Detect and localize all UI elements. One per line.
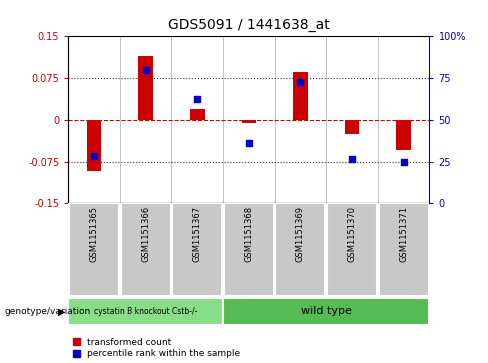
Text: GSM1151369: GSM1151369: [296, 206, 305, 262]
Bar: [139, 56, 153, 120]
Bar: [275, 203, 325, 296]
Bar: [223, 298, 429, 325]
Point: [90, 153, 98, 159]
Bar: [69, 203, 119, 296]
Bar: [327, 203, 377, 296]
Legend: transformed count, percentile rank within the sample: transformed count, percentile rank withi…: [73, 338, 241, 359]
Text: GSM1151365: GSM1151365: [90, 206, 99, 262]
Text: ▶: ▶: [59, 306, 66, 316]
Bar: [121, 203, 171, 296]
Bar: [172, 203, 223, 296]
Text: GSM1151367: GSM1151367: [193, 206, 202, 262]
Text: GSM1151371: GSM1151371: [399, 206, 408, 262]
Point: [245, 140, 253, 146]
Bar: [396, 120, 411, 150]
Text: GSM1151370: GSM1151370: [347, 206, 357, 262]
Bar: [68, 298, 223, 325]
Point: [193, 96, 201, 102]
Bar: [87, 120, 102, 171]
Bar: [379, 203, 428, 296]
Bar: [190, 109, 204, 120]
Text: genotype/variation: genotype/variation: [5, 307, 91, 316]
Bar: [345, 120, 359, 134]
Text: cystatin B knockout Cstb-/-: cystatin B knockout Cstb-/-: [94, 307, 197, 316]
Text: wild type: wild type: [301, 306, 352, 316]
Text: GSM1151366: GSM1151366: [141, 206, 150, 262]
Point: [348, 156, 356, 162]
Bar: [224, 203, 274, 296]
Bar: [242, 120, 256, 123]
Point: [297, 79, 305, 85]
Text: GSM1151368: GSM1151368: [244, 206, 253, 262]
Point: [142, 67, 150, 73]
Title: GDS5091 / 1441638_at: GDS5091 / 1441638_at: [168, 19, 330, 33]
Point: [400, 159, 407, 164]
Bar: [293, 73, 308, 120]
